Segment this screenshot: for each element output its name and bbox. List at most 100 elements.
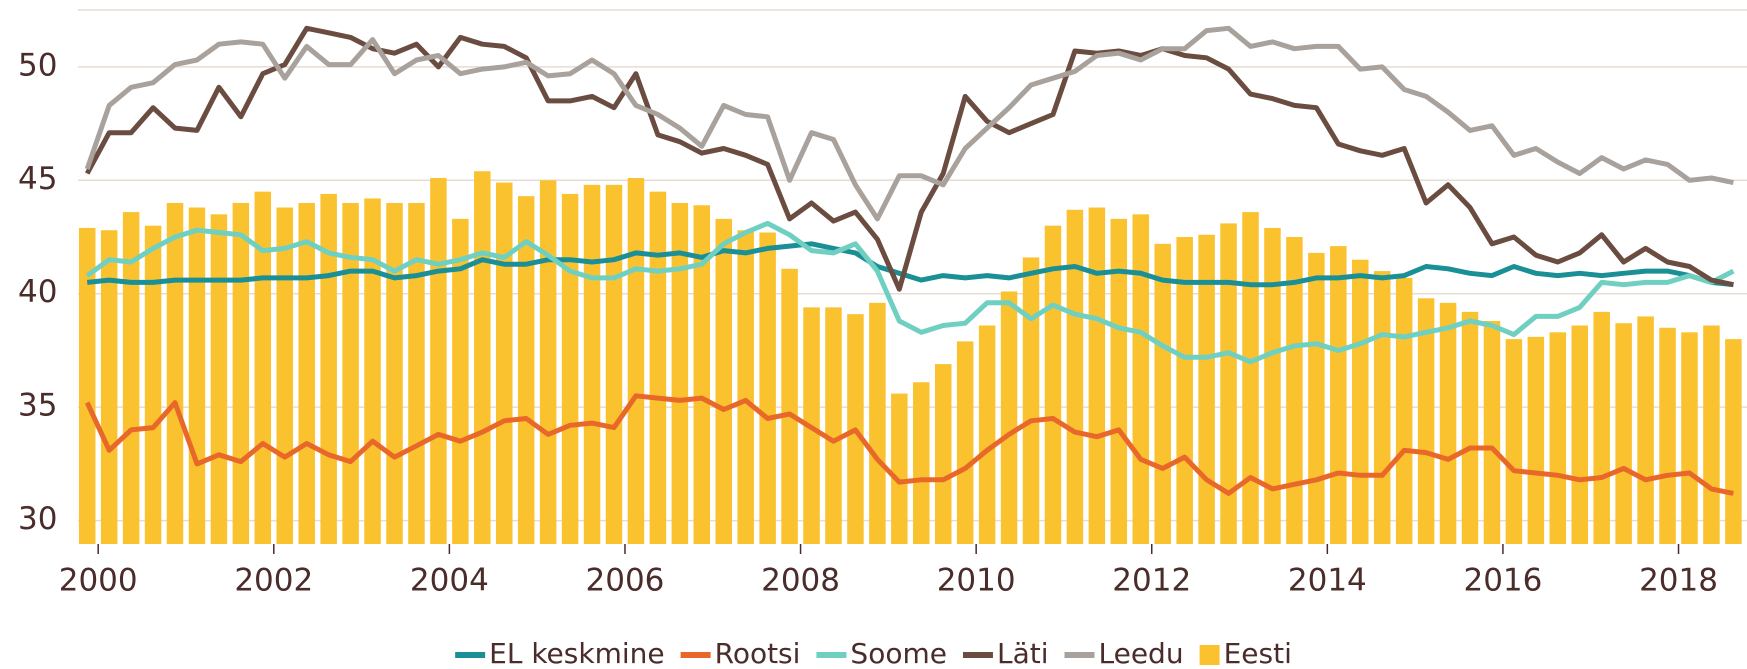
line	[86, 241, 1734, 288]
legend-label: EL keskmine	[489, 637, 664, 669]
bar	[1308, 252, 1325, 544]
bar	[1044, 225, 1062, 545]
bar	[781, 268, 798, 544]
y-tick-label: 45	[18, 161, 57, 197]
bar	[759, 232, 776, 544]
bar	[1264, 227, 1281, 544]
legend: EL keskmine Rootsi Soome Läti Leedu Eesti	[455, 637, 1292, 669]
bar	[1242, 212, 1259, 545]
x-tick-label: 2004	[410, 563, 489, 599]
bar	[430, 178, 447, 545]
legend-label: Eesti	[1224, 637, 1292, 669]
legend-item: Eesti	[1199, 637, 1292, 669]
legend-label: Rootsi	[715, 637, 801, 669]
bar	[1725, 339, 1742, 544]
bar	[166, 202, 184, 544]
bar	[276, 207, 294, 544]
bar	[408, 202, 425, 544]
bar	[715, 218, 732, 544]
bar	[1549, 332, 1567, 544]
bar	[891, 393, 908, 544]
x-tick-label: 2012	[1112, 563, 1191, 599]
legend-label: Läti	[997, 637, 1049, 669]
bar	[1505, 339, 1523, 544]
bar	[78, 227, 96, 544]
y-tick-label: 40	[18, 274, 57, 310]
x-tick-label: 2010	[937, 563, 1016, 599]
x-tick-label: 2006	[586, 563, 665, 599]
bar	[627, 178, 645, 545]
y-tick-label: 35	[18, 388, 57, 424]
bar	[1286, 237, 1303, 545]
x-tick-label: 2018	[1639, 563, 1718, 599]
bar	[1395, 277, 1413, 544]
bar	[1352, 259, 1369, 544]
line	[84, 25, 1734, 292]
bar	[671, 202, 689, 544]
legend-item: Läti	[962, 637, 1049, 669]
bar	[210, 214, 228, 544]
bar	[474, 171, 491, 544]
bar	[1220, 223, 1237, 545]
bar	[495, 182, 513, 544]
legend-item: EL keskmine	[455, 637, 665, 669]
bar	[1703, 325, 1720, 544]
bar	[1461, 311, 1479, 544]
bar	[1330, 246, 1347, 545]
legend-item: Leedu	[1064, 637, 1184, 669]
legend-item: Rootsi	[680, 637, 801, 669]
x-tick-label: 2008	[761, 563, 840, 599]
bar	[1417, 298, 1435, 544]
bar	[869, 302, 886, 544]
bar	[1593, 311, 1610, 544]
line	[85, 220, 1735, 365]
bar	[1066, 209, 1084, 544]
bar	[122, 212, 140, 545]
bar	[956, 341, 974, 544]
legend-item: Soome	[816, 637, 947, 669]
bar	[1681, 332, 1698, 544]
legend-label: Soome	[850, 637, 947, 669]
bar	[364, 198, 381, 544]
bar	[1483, 320, 1501, 544]
bar	[1176, 237, 1193, 545]
bar	[1154, 243, 1171, 544]
bar	[1571, 325, 1588, 544]
x-tick-label: 2000	[59, 563, 138, 599]
bar	[1373, 271, 1391, 544]
x-tick-label: 2016	[1463, 563, 1542, 599]
bar	[1439, 302, 1457, 544]
bar	[320, 193, 337, 544]
legend-label: Leedu	[1098, 637, 1183, 669]
bar	[100, 230, 118, 544]
bar	[452, 218, 469, 544]
bar	[1615, 323, 1632, 544]
bar	[188, 207, 206, 544]
bar	[825, 307, 842, 544]
bar	[144, 225, 162, 545]
bar	[517, 196, 535, 544]
bar	[232, 202, 250, 544]
bar	[1022, 257, 1040, 544]
bar	[539, 180, 557, 544]
line	[84, 393, 1734, 496]
bar	[1527, 336, 1545, 544]
y-tick-label: 30	[18, 501, 57, 537]
bar	[649, 191, 667, 544]
bar	[1088, 207, 1106, 544]
bar	[737, 230, 754, 544]
bar	[1000, 291, 1018, 544]
bar	[1637, 316, 1654, 544]
bar	[605, 184, 623, 544]
bar	[1659, 327, 1676, 544]
bar	[1198, 234, 1215, 545]
bar	[913, 382, 930, 544]
bar	[978, 325, 996, 544]
legend-swatch	[1199, 645, 1220, 665]
x-tick-label: 2002	[234, 563, 313, 599]
bar	[693, 205, 711, 544]
bar	[561, 193, 579, 544]
bar	[1110, 218, 1128, 544]
bar	[934, 364, 952, 544]
